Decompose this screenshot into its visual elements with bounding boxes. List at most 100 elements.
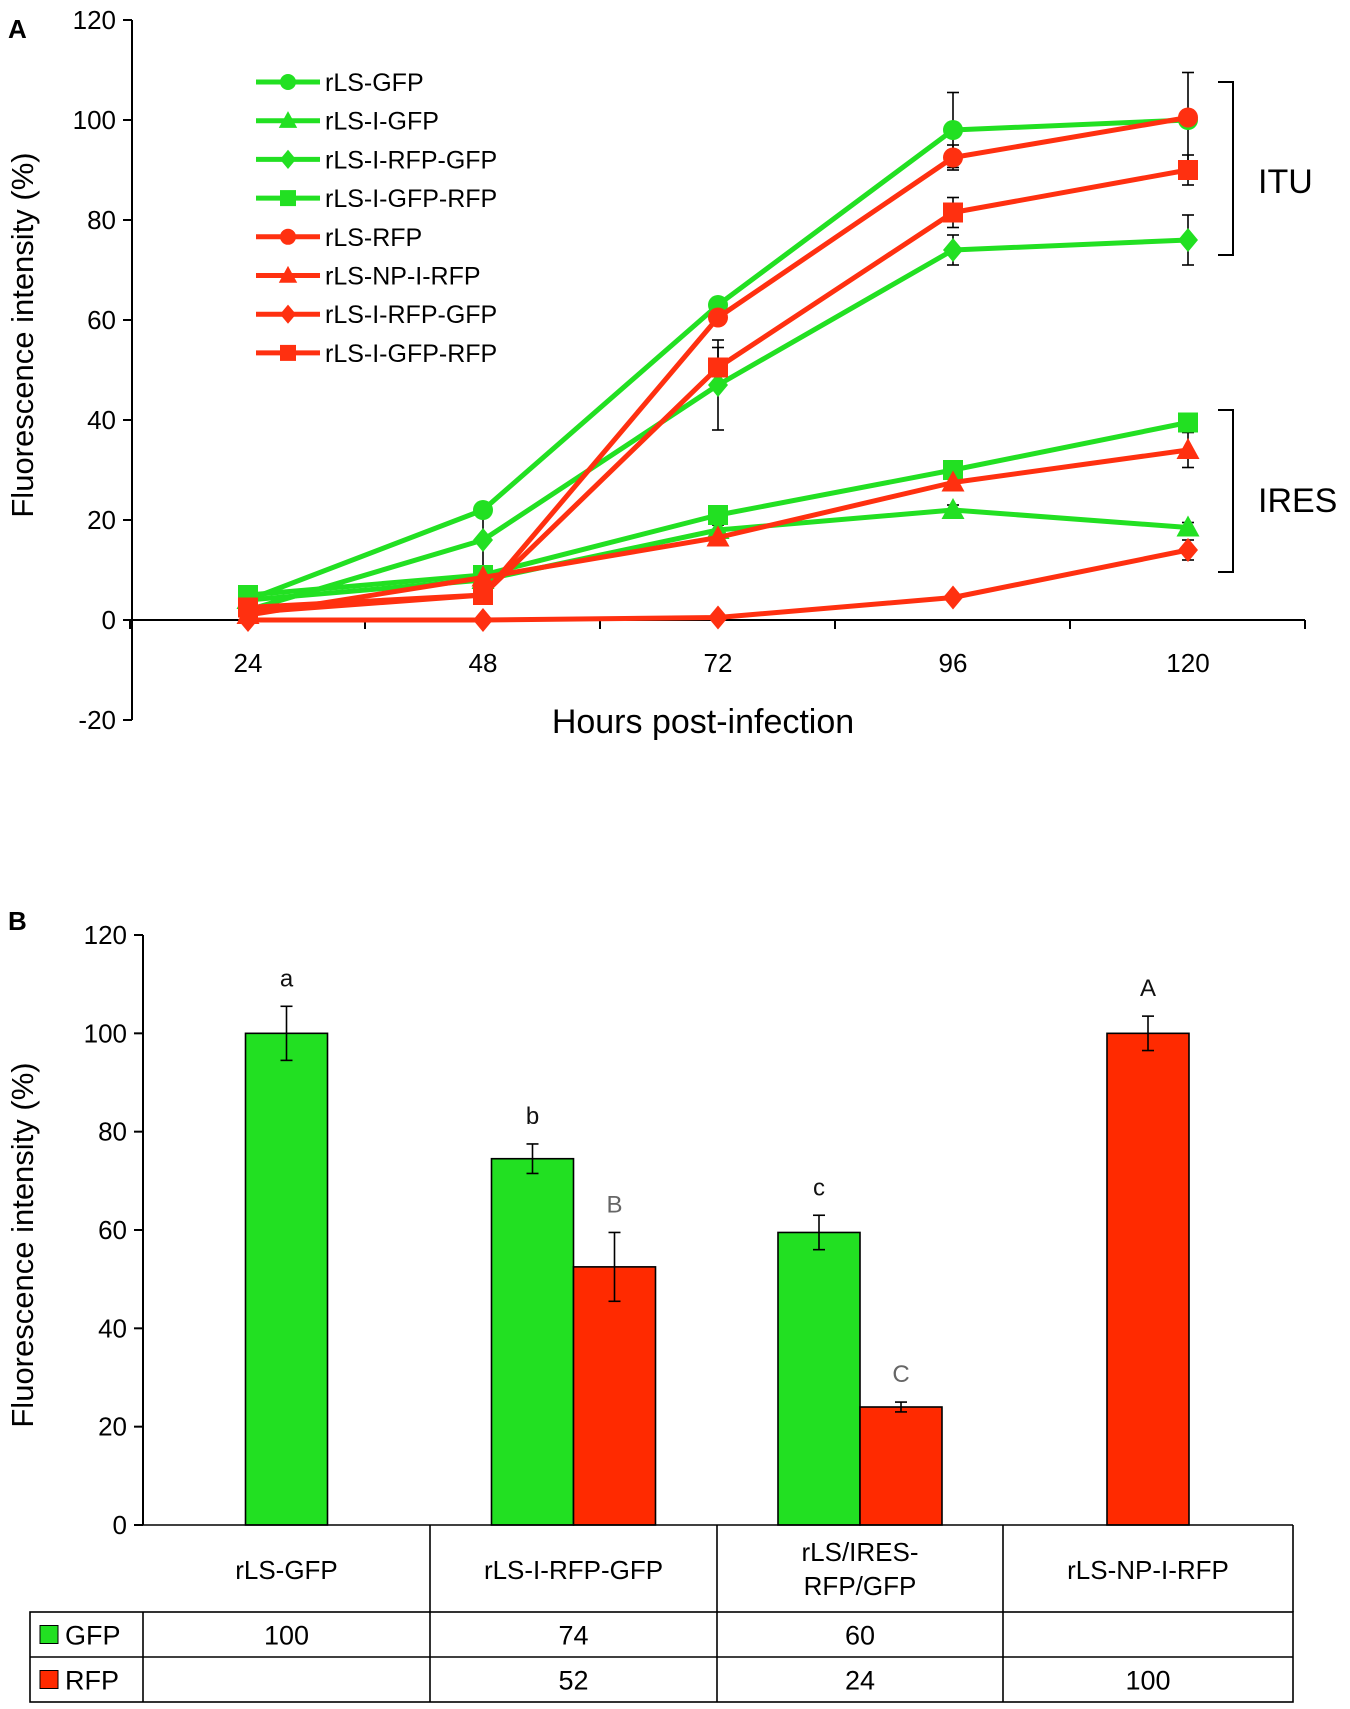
data-point-rls-np-i-rfp [471,565,495,587]
panel-b-y-tick-label: 120 [84,920,127,950]
data-point-rls-i-gfp [1176,515,1200,537]
significance-letter: c [813,1174,825,1201]
data-point-rls-i-rfp-gfp [1178,228,1198,252]
panel-b-y-tick-label: 80 [98,1117,127,1147]
category-label-rls-np-i-rfp: rLS-NP-I-RFP [1067,1555,1229,1585]
legend-marker-rls-i-gfp-rfp [280,190,296,207]
data-point-rls-np-i-rfp [706,525,730,547]
legend-label-rls-gfp: rLS-GFP [325,69,424,97]
data-point-rls-i-gfp-rfp [708,505,728,525]
data-point-rls-i-gfp-rfp [238,597,258,618]
panel-a-x-tick-label: 72 [704,648,733,678]
legend-label-rls-i-rfp-gfp: rLS-I-RFP-GFP [325,146,497,174]
itu-bracket [1218,81,1234,256]
data-point-rls-i-rfp-gfp [1178,538,1198,562]
data-point-rls-gfp [473,500,493,520]
panel-a-x-tick-label: 120 [1166,648,1209,678]
data-point-rls-i-gfp-rfp [943,202,963,223]
data-point-rls-i-gfp [941,498,965,519]
bar-rfp-rls-ires-rfp-gfp [859,1406,943,1526]
panel-a-y-tick-label: 100 [73,105,116,135]
panel-a-y-axis-title: Fluorescence intensity (%) [5,152,40,517]
data-point-rls-i-rfp-gfp [473,608,493,632]
data-point-rls-i-rfp-gfp [708,373,728,397]
panel-a-y-tick-label: 60 [87,305,116,335]
data-point-rls-i-gfp-rfp [1178,160,1198,180]
legend-marker-rls-i-rfp-gfp [280,304,296,324]
panel-a-x-tick-label: 24 [234,648,263,678]
panel-a-x-tick-label: 48 [469,648,498,678]
table-value-gfp: 100 [264,1621,309,1651]
ires-label: IRES [1258,482,1337,520]
panel-a-y-tick-label: 40 [87,405,116,435]
category-label-rls-i-rfp-gfp: rLS-I-RFP-GFP [484,1555,663,1585]
panel-a-y-tick-label: 20 [87,505,116,535]
bar-gfp-rls-gfp [244,1032,329,1526]
category-label-rls-gfp: rLS-GFP [235,1555,338,1585]
data-point-rls-i-rfp-gfp [943,585,963,610]
panel-b-label: B [8,906,27,936]
significance-letter: A [1140,975,1156,1002]
panel-b-y-tick-label: 20 [98,1412,127,1442]
data-point-rls-rfp [708,307,728,328]
table-value-rfp: 100 [1125,1666,1170,1696]
legend-marker-rls-np-i-rfp [278,265,298,283]
itu-label: ITU [1258,163,1313,201]
data-point-rls-rfp [1178,107,1198,128]
table-legend-swatch-rfp [39,1670,59,1689]
data-point-rls-i-gfp-rfp [708,357,728,378]
legend-label-rls-i-gfp-rfp: rLS-I-GFP-RFP [325,185,497,213]
legend-marker-rls-i-gfp [278,111,298,128]
data-point-rls-np-i-rfp [941,470,965,492]
legend-marker-rls-i-rfp-gfp [280,149,296,169]
panel-a-label: A [8,14,27,44]
data-point-rls-i-gfp-rfp [473,585,493,605]
table-value-rfp: 52 [558,1666,588,1696]
panel-a-y-tick-label: 120 [73,5,116,35]
significance-letter: C [892,1361,909,1388]
panel-a-y-tick-label: -20 [78,705,116,735]
bar-gfp-rls-ires-rfp-gfp [777,1231,861,1526]
table-value-rfp: 24 [845,1666,875,1696]
category-label-rls-ires-rfp-gfp: RFP/GFP [804,1571,917,1601]
bar-rfp-rls-np-i-rfp [1106,1032,1190,1526]
legend-marker-rls-rfp [280,228,296,245]
panel-b-y-tick-label: 60 [98,1215,127,1245]
table-legend-swatch-gfp [39,1625,59,1644]
significance-letter: a [280,965,294,992]
legend-label-rls-rfp: rLS-RFP [325,224,422,252]
legend-label-rls-i-gfp-rfp: rLS-I-GFP-RFP [325,340,497,368]
bar-gfp-rls-i-rfp-gfp [490,1157,575,1526]
significance-letter: b [526,1103,539,1130]
data-point-rls-i-rfp-gfp [473,528,493,552]
table-value-gfp: 74 [558,1621,588,1651]
table-value-gfp: 60 [845,1621,875,1651]
panel-b-y-tick-label: 100 [84,1018,127,1048]
bar-rfp-rls-i-rfp-gfp [572,1266,657,1526]
panel-a-x-tick-label: 96 [939,648,968,678]
significance-letter: B [606,1191,622,1218]
legend-marker-rls-i-gfp-rfp [280,344,296,361]
panel-b-y-axis-title: Fluorescence intensity (%) [5,1062,40,1427]
legend-label-rls-np-i-rfp: rLS-NP-I-RFP [325,263,481,291]
panel-a-y-tick-label: 80 [87,205,116,235]
category-label-rls-ires-rfp-gfp: rLS/IRES- [801,1537,918,1567]
panel-b-bar-chart: 0 20 40 60 80 100 120 Fluorescence intensity (%… [5,920,1294,1703]
data-point-rls-i-rfp-gfp [708,605,728,630]
panel-b-y-tick-label: 40 [98,1313,127,1343]
legend-label-rls-i-gfp: rLS-I-GFP [325,108,439,136]
panel-a-line-chart: -20 0 20 40 60 80 100 120 24 48 72 96 120 Hours post-… [5,5,1337,741]
legend-marker-rls-gfp [280,74,296,90]
data-point-rls-gfp [943,120,963,140]
ires-bracket [1218,409,1234,573]
panel-a-y-tick-label: 0 [102,605,116,635]
legend-label-rls-i-rfp-gfp: rLS-I-RFP-GFP [325,301,497,329]
table-row-label-rfp: RFP [65,1666,119,1696]
data-point-rls-i-rfp-gfp [943,238,963,262]
data-point-rls-i-gfp-rfp [1178,412,1198,433]
panel-a-x-axis-title: Hours post-infection [552,703,854,741]
panel-b-y-tick-label: 0 [113,1510,127,1540]
table-row-label-gfp: GFP [65,1621,121,1651]
